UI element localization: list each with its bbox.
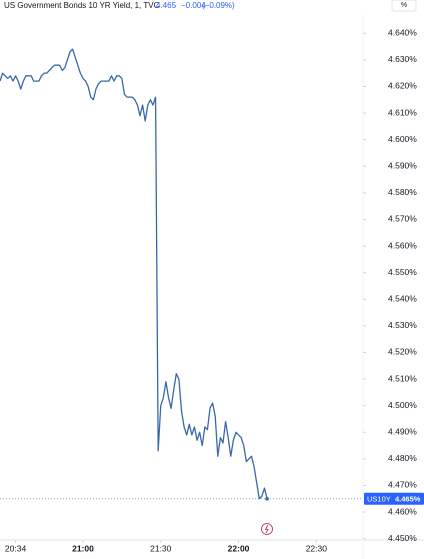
event-bolt (264, 524, 269, 534)
y-tick-label: 4.610% (388, 107, 417, 117)
price-tag (364, 492, 424, 505)
y-tick-label: 4.600% (388, 134, 417, 144)
y-tick-label: 4.470% (388, 480, 417, 490)
price-tag-value: 4.465% (395, 494, 421, 503)
x-tick-label: 20:34 (5, 543, 27, 553)
price-tag-symbol: US10Y (367, 494, 391, 503)
y-tick-label: 4.510% (388, 373, 417, 383)
unit-label[interactable]: % (401, 2, 407, 9)
line (0, 48, 268, 500)
y-tick-label: 4.560% (388, 240, 417, 250)
y-tick-label: 4.580% (388, 187, 417, 197)
y-tick-label: 4.570% (388, 214, 417, 224)
change-pct: (−0.09%) (202, 1, 235, 10)
event-icon[interactable] (261, 523, 273, 535)
chart-title: US Government Bonds 10 YR Yield, 1, TVC (4, 1, 160, 10)
y-tick-label: 4.630% (388, 54, 417, 64)
y-tick-label: 4.460% (388, 506, 417, 516)
y-tick-label: 4.480% (388, 453, 417, 463)
x-tick-label: 22:30 (306, 543, 328, 553)
y-tick-label: 4.640% (388, 28, 417, 38)
last-point (265, 496, 269, 501)
unit-button[interactable] (391, 0, 417, 12)
y-tick-label: 4.500% (388, 400, 417, 410)
y-tick-label: 4.530% (388, 320, 417, 330)
y-tick-label: 4.550% (388, 267, 417, 277)
x-tick-label: 21:30 (150, 543, 172, 553)
last-value: 4.465 (156, 1, 177, 10)
y-tick-label: 4.540% (388, 294, 417, 304)
y-tick-label: 4.490% (388, 427, 417, 437)
y-tick-label: 4.520% (388, 347, 417, 357)
x-tick-label: 21:00 (72, 543, 94, 553)
y-tick-label: 4.450% (388, 533, 417, 543)
y-tick-label: 4.590% (388, 161, 417, 171)
y-tick-label: 4.620% (388, 81, 417, 91)
change: −0.004 (181, 1, 206, 10)
x-tick-label: 22:00 (228, 543, 250, 553)
